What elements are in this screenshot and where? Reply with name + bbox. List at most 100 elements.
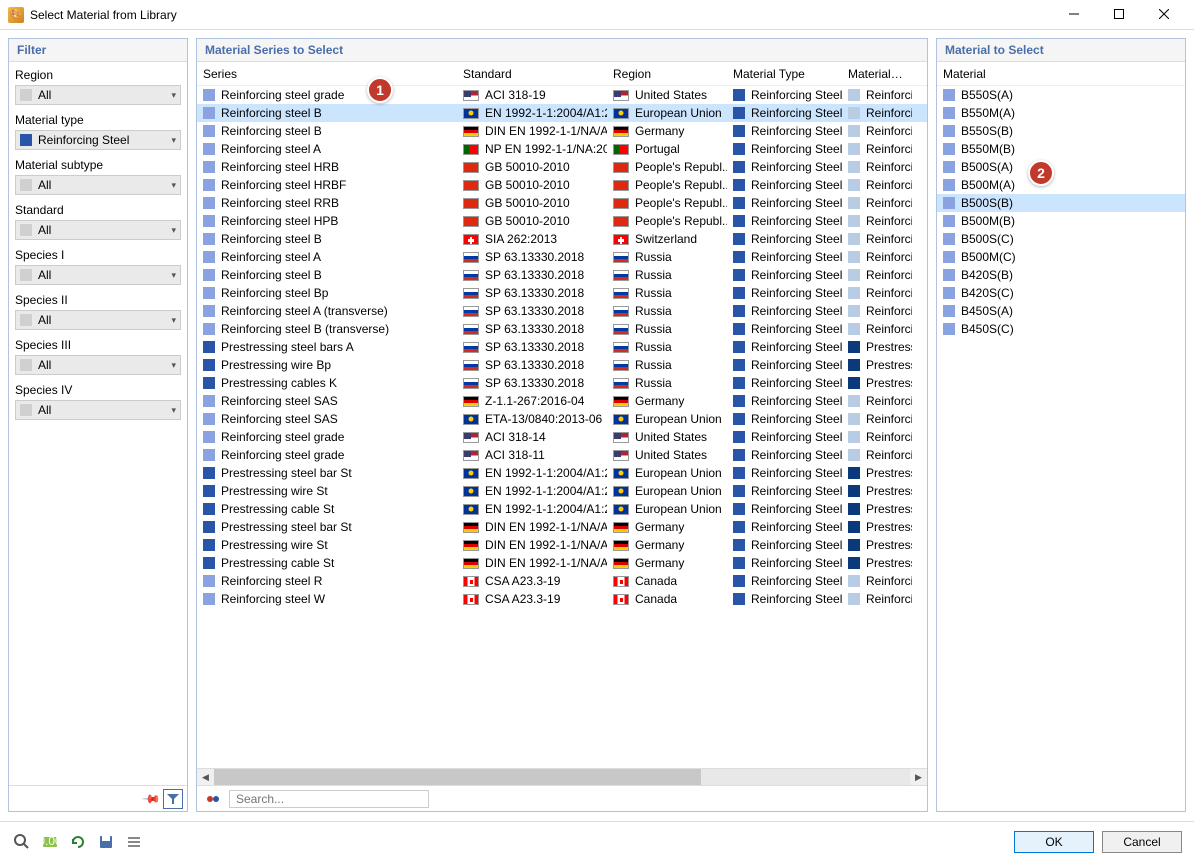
ok-button[interactable]: OK bbox=[1014, 831, 1094, 853]
series-row[interactable]: Prestressing steel bars A SP 63.13330.20… bbox=[197, 338, 927, 356]
filter-select-species-i[interactable]: All▾ bbox=[15, 265, 181, 285]
material-row[interactable]: B550M(A) bbox=[937, 104, 1185, 122]
series-row[interactable]: Reinforcing steel Bp SP 63.13330.2018 Ru… bbox=[197, 284, 927, 302]
series-row[interactable]: Reinforcing steel HPB GB 50010-2010 Peop… bbox=[197, 212, 927, 230]
series-row[interactable]: Reinforcing steel A (transverse) SP 63.1… bbox=[197, 302, 927, 320]
series-row[interactable]: Prestressing wire St EN 1992-1-1:2004/A1… bbox=[197, 482, 927, 500]
material-row[interactable]: B500S(B) bbox=[937, 194, 1185, 212]
filter-body: Region All▾ Material type Reinforcing St… bbox=[9, 62, 187, 785]
annotation-badge: 2 bbox=[1028, 160, 1054, 186]
series-row[interactable]: Reinforcing steel W CSA A23.3-19 Canada … bbox=[197, 590, 927, 608]
series-row[interactable]: Reinforcing steel HRB GB 50010-2010 Peop… bbox=[197, 158, 927, 176]
series-row[interactable]: Prestressing cables K SP 63.13330.2018 R… bbox=[197, 374, 927, 392]
series-row[interactable]: Reinforcing steel A NP EN 1992-1-1/NA:20… bbox=[197, 140, 927, 158]
series-row[interactable]: Reinforcing steel grade ACI 318-11 Unite… bbox=[197, 446, 927, 464]
decimal-icon[interactable]: 0.00 bbox=[40, 832, 60, 852]
material-header: Material to Select bbox=[937, 39, 1185, 62]
material-row[interactable]: B500M(C) bbox=[937, 248, 1185, 266]
scroll-right[interactable]: ▶ bbox=[910, 769, 927, 786]
material-row[interactable]: B500S(C) bbox=[937, 230, 1185, 248]
bottom-buttons: OK Cancel bbox=[1014, 831, 1182, 853]
maximize-button[interactable] bbox=[1096, 0, 1141, 29]
series-footer bbox=[197, 785, 927, 811]
filter-select-standard[interactable]: All▾ bbox=[15, 220, 181, 240]
material-row[interactable]: B550S(B) bbox=[937, 122, 1185, 140]
filter-select-material-subtype[interactable]: All▾ bbox=[15, 175, 181, 195]
filter-label: Species IV bbox=[15, 383, 181, 397]
series-row[interactable]: Reinforcing steel grade ACI 318-14 Unite… bbox=[197, 428, 927, 446]
close-button[interactable] bbox=[1141, 0, 1186, 29]
filter-label: Region bbox=[15, 68, 181, 82]
filter-header: Filter bbox=[9, 39, 187, 62]
series-row[interactable]: Reinforcing steel A SP 63.13330.2018 Rus… bbox=[197, 248, 927, 266]
material-row[interactable]: B450S(C) bbox=[937, 320, 1185, 338]
material-row[interactable]: B450S(A) bbox=[937, 302, 1185, 320]
material-row[interactable]: B420S(C) bbox=[937, 284, 1185, 302]
series-row[interactable]: Reinforcing steel B DIN EN 1992-1-1/NA/A… bbox=[197, 122, 927, 140]
col-type[interactable]: Material Type bbox=[727, 67, 842, 81]
series-row[interactable]: Prestressing steel bar St DIN EN 1992-1-… bbox=[197, 518, 927, 536]
info-icon[interactable] bbox=[203, 789, 223, 809]
series-body: Series Standard Region Material Type Mat… bbox=[197, 62, 927, 785]
filter-label: Standard bbox=[15, 203, 181, 217]
material-row[interactable]: B550M(B) bbox=[937, 140, 1185, 158]
scroll-left[interactable]: ◀ bbox=[197, 769, 214, 786]
material-body: Material B550S(A)B550M(A)B550S(B)B550M(B… bbox=[937, 62, 1185, 811]
series-row[interactable]: Reinforcing steel B (transverse) SP 63.1… bbox=[197, 320, 927, 338]
bottom-bar: 0.00 OK Cancel bbox=[0, 821, 1194, 861]
filter-footer: 📌 bbox=[9, 785, 187, 811]
col-standard[interactable]: Standard bbox=[457, 67, 607, 81]
search-box[interactable] bbox=[229, 790, 429, 808]
series-row[interactable]: Reinforcing steel B EN 1992-1-1:2004/A1:… bbox=[197, 104, 927, 122]
col-subtype[interactable]: Material Subtype bbox=[842, 67, 912, 81]
refresh-icon[interactable] bbox=[68, 832, 88, 852]
minimize-button[interactable] bbox=[1051, 0, 1096, 29]
series-row[interactable]: Reinforcing steel SAS ETA-13/0840:2013-0… bbox=[197, 410, 927, 428]
series-row[interactable]: Reinforcing steel HRBF GB 50010-2010 Peo… bbox=[197, 176, 927, 194]
funnel-icon[interactable] bbox=[163, 789, 183, 809]
cancel-button[interactable]: Cancel bbox=[1102, 831, 1182, 853]
material-table-body: B550S(A)B550M(A)B550S(B)B550M(B)B500S(A)… bbox=[937, 86, 1185, 811]
col-region[interactable]: Region bbox=[607, 67, 727, 81]
filter-label: Material type bbox=[15, 113, 181, 127]
filter-select-species-iv[interactable]: All▾ bbox=[15, 400, 181, 420]
bottom-icons: 0.00 bbox=[12, 832, 144, 852]
series-row[interactable]: Prestressing wire Bp SP 63.13330.2018 Ru… bbox=[197, 356, 927, 374]
material-row[interactable]: B550S(A) bbox=[937, 86, 1185, 104]
material-row[interactable]: B500S(A) bbox=[937, 158, 1185, 176]
series-row[interactable]: Reinforcing steel RRB GB 50010-2010 Peop… bbox=[197, 194, 927, 212]
filter-select-region[interactable]: All▾ bbox=[15, 85, 181, 105]
pin-icon[interactable]: 📌 bbox=[141, 789, 161, 809]
save-icon[interactable] bbox=[96, 832, 116, 852]
horizontal-scrollbar[interactable]: ◀ ▶ bbox=[197, 768, 927, 785]
filter-select-species-ii[interactable]: All▾ bbox=[15, 310, 181, 330]
series-table-body: Reinforcing steel grade ACI 318-19 Unite… bbox=[197, 86, 927, 768]
series-row[interactable]: Reinforcing steel B SP 63.13330.2018 Rus… bbox=[197, 266, 927, 284]
series-row[interactable]: Prestressing cable St EN 1992-1-1:2004/A… bbox=[197, 500, 927, 518]
search-input[interactable] bbox=[236, 792, 422, 806]
series-row[interactable]: Reinforcing steel R CSA A23.3-19 Canada … bbox=[197, 572, 927, 590]
filter-select-species-iii[interactable]: All▾ bbox=[15, 355, 181, 375]
material-row[interactable]: B420S(B) bbox=[937, 266, 1185, 284]
col-series[interactable]: Series bbox=[197, 67, 457, 81]
filter-label: Species II bbox=[15, 293, 181, 307]
series-row[interactable]: Prestressing wire St DIN EN 1992-1-1/NA/… bbox=[197, 536, 927, 554]
filter-label: Species I bbox=[15, 248, 181, 262]
material-panel: Material to Select Material B550S(A)B550… bbox=[936, 38, 1186, 812]
filter-select-material-type[interactable]: Reinforcing Steel▾ bbox=[15, 130, 181, 150]
series-row[interactable]: Reinforcing steel B SIA 262:2013 Switzer… bbox=[197, 230, 927, 248]
list-icon[interactable] bbox=[124, 832, 144, 852]
series-row[interactable]: Prestressing steel bar St EN 1992-1-1:20… bbox=[197, 464, 927, 482]
series-row[interactable]: Reinforcing steel SAS Z-1.1-267:2016-04 … bbox=[197, 392, 927, 410]
material-row[interactable]: B500M(A) bbox=[937, 176, 1185, 194]
series-header: Material Series to Select bbox=[197, 39, 927, 62]
annotation-badge: 1 bbox=[367, 77, 393, 103]
main-area: Filter Region All▾ Material type Reinfor… bbox=[0, 30, 1194, 820]
series-row[interactable]: Reinforcing steel grade ACI 318-19 Unite… bbox=[197, 86, 927, 104]
material-row[interactable]: B500M(B) bbox=[937, 212, 1185, 230]
series-panel: Material Series to Select Series Standar… bbox=[196, 38, 928, 812]
col-material[interactable]: Material bbox=[937, 67, 1185, 81]
series-table-header: Series Standard Region Material Type Mat… bbox=[197, 62, 927, 86]
search-tool-icon[interactable] bbox=[12, 832, 32, 852]
series-row[interactable]: Prestressing cable St DIN EN 1992-1-1/NA… bbox=[197, 554, 927, 572]
